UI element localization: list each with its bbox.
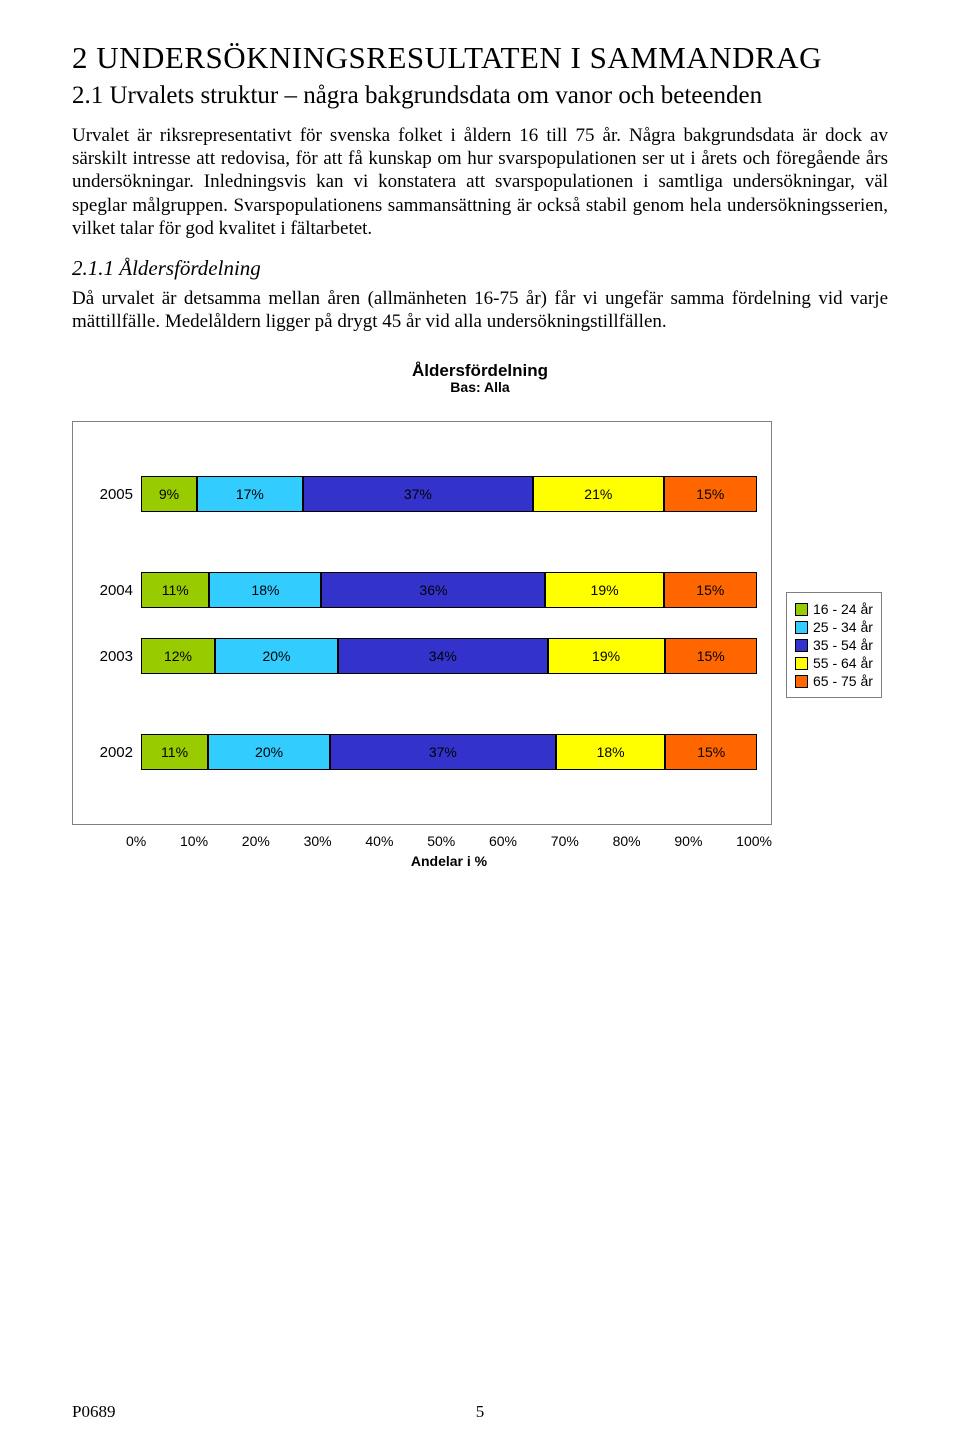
legend-label: 35 - 54 år [813,637,873,653]
bar-track: 9%17%37%21%15% [141,476,757,512]
bar-track: 11%20%37%18%15% [141,734,757,770]
bar-segment: 19% [548,638,665,674]
bar-segment: 11% [141,572,209,608]
legend-label: 25 - 34 år [813,619,873,635]
bar-track: 12%20%34%19%15% [141,638,757,674]
legend-item: 55 - 64 år [795,655,873,671]
bar-segment: 19% [545,572,663,608]
bar-segment: 20% [208,734,330,770]
x-tick: 80% [613,833,641,849]
bar-segment: 11% [141,734,208,770]
legend-label: 55 - 64 år [813,655,873,671]
bar-y-label: 2003 [87,648,141,665]
x-tick: 30% [304,833,332,849]
bar-segment: 15% [664,572,757,608]
bar-segment: 15% [665,734,756,770]
legend-swatch [795,657,808,670]
legend-swatch [795,675,808,688]
bar-segment: 17% [197,476,303,512]
x-tick: 10% [180,833,208,849]
legend-label: 16 - 24 år [813,601,873,617]
bar-row-2005: 20059%17%37%21%15% [87,476,757,512]
footer-page-number: 5 [344,1402,616,1422]
x-tick: 20% [242,833,270,849]
chart-x-axis: 0% 10% 20% 30% 40% 50% 60% 70% 80% 90% 100% [126,833,772,849]
legend-item: 65 - 75 år [795,673,873,689]
legend-item: 16 - 24 år [795,601,873,617]
bar-y-label: 2002 [87,744,141,761]
subsection-title: 2.1 Urvalets struktur – några bakgrundsd… [72,82,888,110]
x-tick: 70% [551,833,579,849]
x-tick: 50% [427,833,455,849]
legend-label: 65 - 75 år [813,673,873,689]
bar-segment: 20% [215,638,338,674]
bar-track: 11%18%36%19%15% [141,572,757,608]
bar-segment: 37% [330,734,556,770]
page-footer: P0689 5 [72,1402,888,1422]
x-tick: 40% [365,833,393,849]
bar-y-label: 2005 [87,486,141,503]
bar-row-2002: 200211%20%37%18%15% [87,734,757,770]
bar-segment: 9% [141,476,197,512]
x-tick: 60% [489,833,517,849]
subsub-title: 2.1.1 Åldersfördelning [72,256,888,281]
x-tick: 100% [736,833,772,849]
chart-subtitle: Bas: Alla [72,379,888,395]
bar-row-2003: 200312%20%34%19%15% [87,638,757,674]
bar-segment: 21% [533,476,664,512]
chart-plot-area: 20059%17%37%21%15%200411%18%36%19%15%200… [72,421,772,825]
legend-swatch [795,621,808,634]
bar-segment: 34% [338,638,547,674]
chart-title: Åldersfördelning [72,361,888,381]
chart-legend: 16 - 24 år 25 - 34 år 35 - 54 år 55 - 64 år… [786,592,882,698]
legend-swatch [795,603,808,616]
age-distribution-chart: Åldersfördelning Bas: Alla 20059%17%37%2… [72,361,888,869]
chart-x-axis-title: Andelar i % [126,853,772,869]
bar-segment: 15% [665,638,757,674]
x-tick: 0% [126,833,146,849]
section-title: 2 UNDERSÖKNINGSRESULTATEN I SAMMANDRAG [72,40,888,76]
bar-row-2004: 200411%18%36%19%15% [87,572,757,608]
bar-segment: 12% [141,638,215,674]
bar-y-label: 2004 [87,582,141,599]
bar-segment: 18% [209,572,321,608]
paragraph-age: Då urvalet är detsamma mellan åren (allm… [72,287,888,333]
bar-segment: 18% [556,734,666,770]
paragraph-intro: Urvalet är riksrepresentativt för svensk… [72,124,888,240]
legend-swatch [795,639,808,652]
bar-segment: 15% [664,476,757,512]
legend-item: 25 - 34 år [795,619,873,635]
bar-segment: 36% [321,572,545,608]
x-tick: 90% [674,833,702,849]
footer-doc-id: P0689 [72,1402,344,1422]
legend-item: 35 - 54 år [795,637,873,653]
bar-segment: 37% [303,476,533,512]
